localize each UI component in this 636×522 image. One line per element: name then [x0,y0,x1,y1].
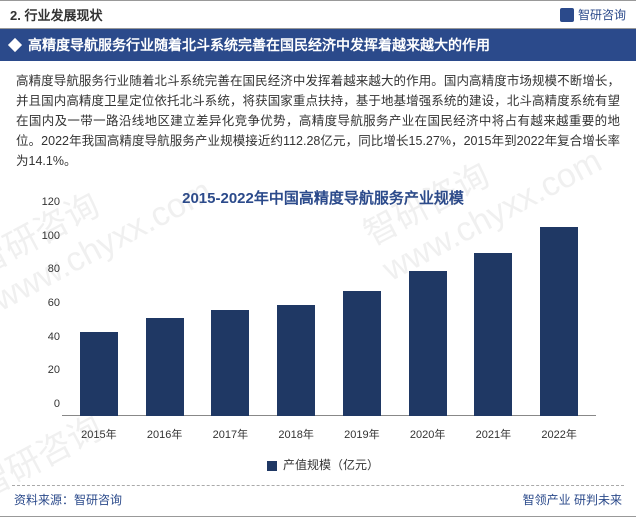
bar [409,271,447,416]
section-title: 2. 行业发展现状 [10,5,102,24]
section-number: 2. [10,8,21,23]
diamond-icon [8,38,22,52]
tagline: 智领产业 研判未来 [523,491,622,508]
bars-group [62,214,596,416]
y-tick: 20 [48,364,60,376]
x-axis: 2015年 2016年 2017年 2018年 2019年 2020年 2021年 2022年 [62,420,596,444]
footer: 资料来源：智研咨询 智领产业 研判未来 [0,485,636,514]
banner: 高精度导航服务行业随着北斗系统完善在国民经济中发挥着越来越大的作用 [0,29,636,61]
legend: 产值规模（亿元） [40,444,606,481]
x-label: 2017年 [211,420,249,444]
bottom-rule [0,516,636,517]
brand-block: 智研咨询 [560,6,626,23]
y-tick: 0 [54,398,60,410]
bar [146,318,184,416]
chart: 2015-2022年中国高精度导航服务产业规模 020406080100120 … [0,177,636,481]
bar [343,291,381,416]
y-tick: 80 [48,263,60,275]
brand-name: 智研咨询 [578,6,626,23]
x-label: 2018年 [277,420,315,444]
body-paragraph: 高精度导航服务行业随着北斗系统完善在国民经济中发挥着越来越大的作用。国内高精度市… [0,61,636,177]
bar [80,332,118,416]
source: 资料来源：智研咨询 [14,491,122,508]
x-label: 2015年 [80,420,118,444]
legend-swatch [267,461,277,471]
x-label: 2016年 [146,420,184,444]
bar [211,310,249,416]
x-label: 2022年 [540,420,578,444]
brand-logo-icon [560,8,574,22]
y-tick: 120 [42,196,60,208]
x-label: 2019年 [343,420,381,444]
bar [277,305,315,416]
source-label: 资料来源： [14,493,74,507]
x-label: 2021年 [474,420,512,444]
y-tick: 40 [48,331,60,343]
x-label: 2020年 [409,420,447,444]
banner-title: 高精度导航服务行业随着北斗系统完善在国民经济中发挥着越来越大的作用 [28,35,490,55]
section-header: 2. 行业发展现状 智研咨询 [0,0,636,29]
y-tick: 60 [48,297,60,309]
y-axis: 020406080100120 [36,214,60,416]
chart-title: 2015-2022年中国高精度导航服务产业规模 [40,177,606,214]
source-value: 智研咨询 [74,493,122,507]
chart-plot: 020406080100120 2015年2016年2017年2018年2019… [62,214,596,444]
bar [474,253,512,416]
y-tick: 100 [42,230,60,242]
bar [540,227,578,416]
legend-label: 产值规模（亿元） [283,458,379,472]
section-title-text: 行业发展现状 [24,8,102,23]
